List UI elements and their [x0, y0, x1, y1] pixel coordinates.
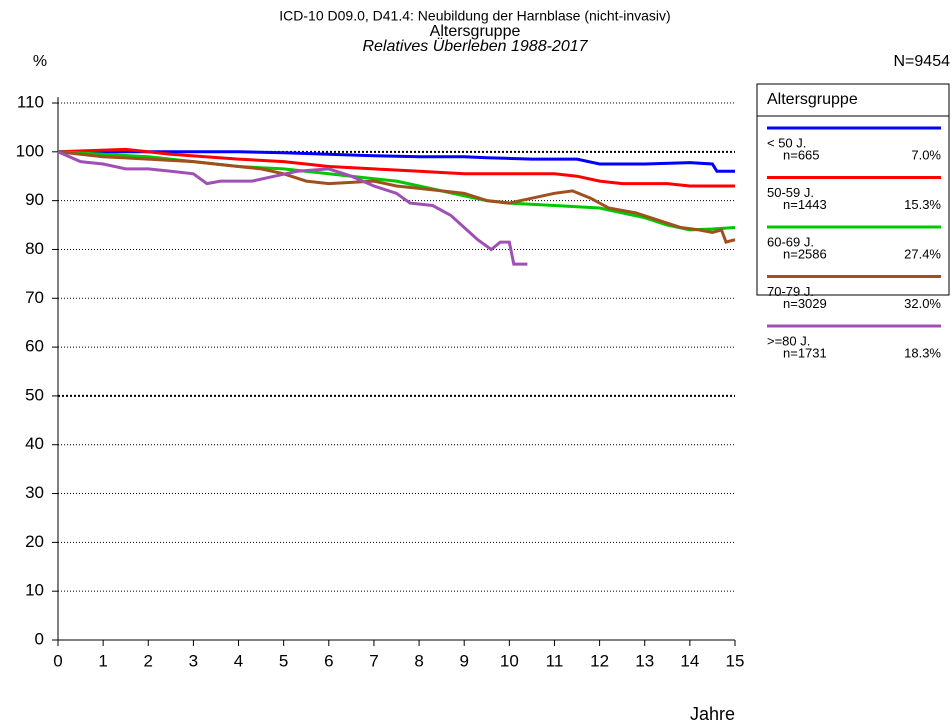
x-tick-label: 3: [189, 651, 198, 670]
legend-share: 27.4%: [904, 246, 941, 261]
legend-share: 7.0%: [911, 147, 941, 162]
y-tick-label: 100: [16, 141, 44, 160]
y-tick-label: 80: [25, 239, 44, 258]
y-tick-label: 40: [25, 434, 44, 453]
legend-box: [756, 83, 950, 296]
legend-share: 32.0%: [904, 296, 941, 311]
x-tick-label: 0: [53, 651, 62, 670]
x-tick-label: 1: [98, 651, 107, 670]
chart-subtitle: Relatives Überleben 1988-2017: [362, 37, 588, 55]
x-tick-label: 10: [500, 651, 519, 670]
legend-title: Altersgruppe: [767, 91, 858, 108]
legend-label: 60-69 J.: [767, 234, 814, 249]
legend-label: 50-59 J.: [767, 185, 814, 200]
legend-count: n=3029: [783, 296, 827, 311]
series-line: [57, 147, 735, 188]
y-tick-label: 50: [25, 385, 44, 404]
legend-count: n=2586: [783, 246, 827, 261]
y-tick-label: 90: [25, 190, 44, 209]
x-tick-label: 7: [369, 651, 378, 670]
y-tick-label: 70: [25, 288, 44, 307]
x-tick-label: 11: [546, 651, 564, 670]
legend-count: n=1731: [783, 345, 827, 360]
x-tick-label: 6: [324, 651, 333, 670]
x-tick-label: 5: [279, 651, 288, 670]
y-tick-label: 0: [35, 629, 44, 648]
x-tick-label: 8: [414, 651, 423, 670]
x-tick-label: 4: [234, 651, 243, 670]
x-axis-label: Jahre: [690, 704, 735, 724]
total-count: N=9454: [894, 53, 951, 70]
legend-share: 18.3%: [904, 345, 941, 360]
y-tick-label: 60: [25, 337, 44, 356]
series-line: [58, 150, 735, 173]
legend-share: 15.3%: [904, 197, 941, 212]
x-tick-label: 2: [144, 651, 153, 670]
series-line: [57, 150, 736, 244]
legend-label: 70-79 J.: [767, 284, 814, 299]
x-tick-label: 12: [590, 651, 609, 670]
x-tick-label: 15: [726, 651, 745, 670]
legend-label: >=80 J.: [767, 333, 810, 348]
chart-subtitle: Altersgruppe: [430, 23, 521, 40]
y-tick-label: 30: [25, 483, 44, 502]
x-tick-label: 13: [635, 651, 654, 670]
series-line: [57, 150, 528, 266]
legend-count: n=1443: [783, 197, 827, 212]
x-tick-label: 14: [680, 651, 699, 670]
y-tick-label: 110: [17, 92, 44, 111]
legend-label: < 50 J.: [767, 135, 806, 150]
y-axis-label: %: [33, 53, 47, 70]
legend-count: n=665: [783, 147, 820, 162]
x-tick-label: 9: [459, 651, 468, 670]
y-tick-label: 20: [25, 532, 44, 551]
chart-title: ICD-10 D09.0, D41.4: Neubildung der Harn…: [279, 8, 670, 24]
y-tick-label: 10: [25, 581, 44, 600]
